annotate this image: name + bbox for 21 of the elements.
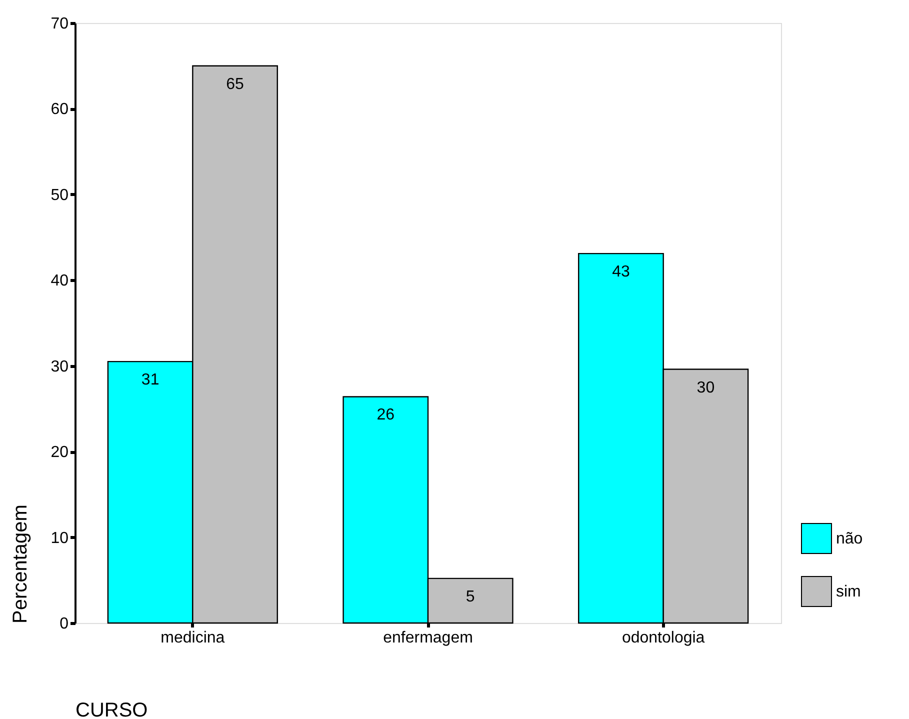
y-tick-label: 70	[50, 16, 69, 32]
data-label: 30	[696, 379, 715, 396]
data-label: 31	[141, 372, 160, 389]
x-tick-label: enfermagem	[383, 630, 473, 646]
x-tick-label: odontologia	[622, 630, 705, 646]
legend-label: sim	[836, 584, 861, 600]
y-tick-label: 10	[50, 530, 69, 547]
y-tick-label: 40	[50, 272, 69, 290]
y-tick-label: 50	[50, 186, 69, 204]
y-axis-title: Percentagem	[10, 504, 32, 624]
data-label: 43	[612, 264, 630, 281]
data-label: 65	[226, 76, 244, 93]
x-axis-title: CURSO	[76, 700, 148, 719]
y-tick-label: 20	[50, 444, 69, 462]
y-tick-label: 60	[50, 101, 69, 118]
legend-label: não	[836, 530, 863, 548]
data-label: 5	[466, 588, 475, 606]
y-tick-label: 0	[60, 616, 69, 632]
data-label: 26	[376, 406, 395, 424]
x-tick-label: medicina	[160, 630, 225, 646]
y-tick-label: 30	[50, 358, 69, 376]
